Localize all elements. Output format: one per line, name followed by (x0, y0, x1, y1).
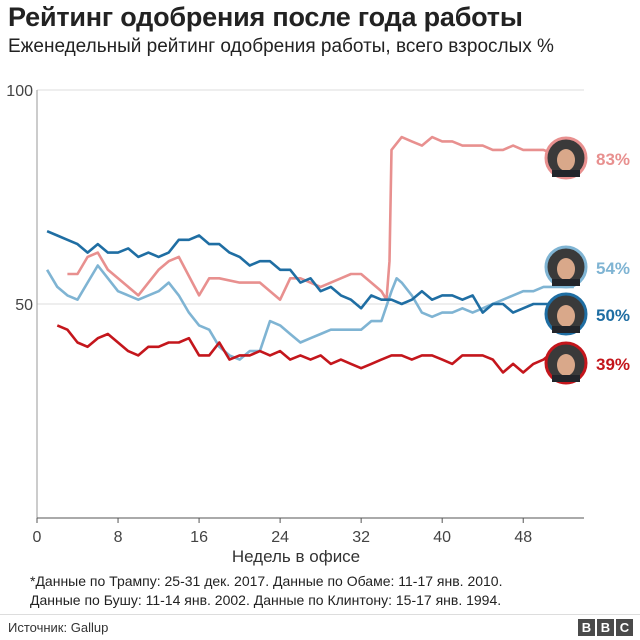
footnote: *Данные по Трампу: 25-31 дек. 2017. Данн… (30, 572, 503, 610)
source-credit: Источник: Gallup (8, 620, 109, 635)
clinton-suit-icon (552, 279, 580, 286)
end-value-label-obama: 50% (596, 306, 630, 325)
trump-suit-icon (552, 375, 580, 382)
x-tick-label: 32 (352, 529, 370, 546)
footnote-line-1: *Данные по Трампу: 25-31 дек. 2017. Данн… (30, 573, 503, 589)
series-line-trump (56, 324, 555, 374)
y-tick-label: 100 (6, 83, 33, 100)
obama-suit-icon (552, 326, 580, 333)
bbc-logo-letter: C (616, 619, 633, 636)
footnote-line-2: Данные по Бушу: 11-14 янв. 2002. Данные … (30, 592, 502, 608)
y-tick-label: 50 (15, 297, 33, 314)
bush-face-icon (557, 149, 575, 171)
bbc-logo: B B C (578, 619, 633, 636)
bbc-logo-letter: B (597, 619, 614, 636)
x-tick-label: 40 (433, 529, 451, 546)
x-tick-label: 16 (190, 529, 208, 546)
end-value-label-trump: 39% (596, 355, 630, 374)
x-tick-label: 8 (114, 529, 123, 546)
bush-suit-icon (552, 170, 580, 177)
x-tick-label: 0 (33, 529, 42, 546)
x-tick-label: 24 (271, 529, 289, 546)
chart-title: Рейтинг одобрения после года работы (8, 2, 523, 32)
series-line-clinton (45, 264, 574, 361)
series-line-obama (46, 230, 574, 314)
end-value-label-bush: 83% (596, 150, 630, 169)
trump-face-icon (557, 354, 575, 376)
footer-divider (0, 614, 640, 615)
bbc-logo-letter: B (578, 619, 595, 636)
obama-face-icon (557, 305, 575, 327)
clinton-face-icon (557, 258, 575, 280)
x-axis-label: Недель в офисе (232, 547, 360, 566)
x-tick-label: 48 (514, 529, 532, 546)
series-line-bush (67, 135, 575, 301)
end-value-label-clinton: 54% (596, 259, 630, 278)
chart-subtitle: Еженедельный рейтинг одобрения работы, в… (8, 36, 554, 57)
